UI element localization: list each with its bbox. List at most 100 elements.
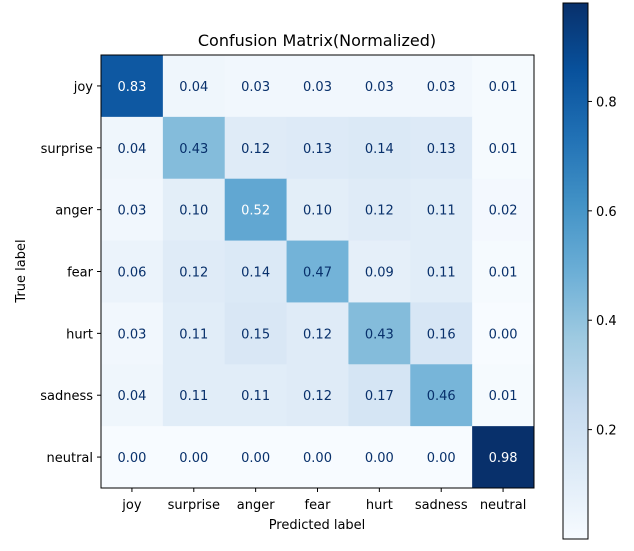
cell-value-label: 0.52 [241,204,270,219]
cell-value-label: 0.15 [241,327,270,342]
heatmap-cell [472,240,535,303]
cell-value-label: 0.00 [117,451,146,466]
x-tick-label: sadness [415,498,468,513]
heatmap-cell [348,178,411,242]
cell-value-label: 0.11 [427,204,456,219]
cell-value-label: 0.04 [117,389,146,404]
y-axis-label: True label [14,239,29,303]
heatmap-cell [410,426,473,489]
heatmap-cell [286,302,349,365]
cell-value-label: 0.06 [117,266,146,281]
y-tick-label: sadness [40,389,93,404]
cell-value-label: 0.00 [179,451,208,466]
y-axis-ticks: joy surprise anger fear hurt sadness neutral [40,80,101,466]
x-tick-label: joy [121,498,142,513]
x-tick-label: hurt [366,498,393,513]
cell-value-label: 0.46 [427,389,456,404]
cell-value-label: 0.03 [117,204,146,219]
cell-value-label: 0.11 [179,327,208,342]
y-tick-label: neutral [47,451,94,466]
heatmap-cell [472,302,535,365]
heatmap-cell [101,55,164,118]
x-tick-label: surprise [168,498,220,513]
cell-value-label: 0.14 [241,266,270,281]
heatmap-cell [286,55,349,118]
y-tick-label: hurt [66,327,93,342]
x-tick-label: neutral [480,498,527,513]
heatmap-cell [162,426,226,489]
heatmap-cell [224,116,288,180]
heatmap-cell [162,55,226,118]
heatmap-cell [224,240,288,303]
cell-value-label: 0.01 [489,389,518,404]
heatmap-cell [286,178,349,242]
y-tick-label: surprise [41,142,93,157]
cell-value-label: 0.14 [365,142,394,157]
cell-value-label: 0.98 [489,451,518,466]
heatmap-cell [224,426,288,489]
heatmap-cell [162,116,226,180]
heatmap-cell [410,240,473,303]
heatmap-cell [101,364,164,427]
cell-value-label: 0.10 [179,204,208,219]
heatmap-cell [224,302,288,365]
heatmap-cell [410,178,473,242]
cell-value-label: 0.03 [427,80,456,95]
cell-value-label: 0.01 [489,266,518,281]
cell-value-label: 0.43 [365,327,394,342]
heatmap-cell [286,364,349,427]
cell-value-label: 0.12 [303,327,332,342]
cell-value-label: 0.16 [427,327,456,342]
heatmap-cell [410,364,473,427]
heatmap-cell [224,178,288,242]
cell-value-label: 0.11 [241,389,270,404]
cell-value-label: 0.01 [489,80,518,95]
heatmap-cell [101,426,164,489]
x-axis-label: Predicted label [269,518,366,533]
colorbar-tick-label: 0.4 [596,314,617,329]
y-tick-label: anger [55,204,93,219]
chart-title: Confusion Matrix(Normalized) [198,31,436,50]
y-tick-label: joy [73,80,94,95]
cell-value-label: 0.03 [303,80,332,95]
heatmap-cell [348,240,411,303]
cell-value-label: 0.12 [179,266,208,281]
colorbar-tick-label: 0.8 [596,95,617,110]
x-tick-label: fear [305,498,332,513]
heatmap-cell [162,364,226,427]
cell-value-label: 0.00 [427,451,456,466]
cell-value-label: 0.09 [365,266,394,281]
cell-value-label: 0.03 [241,80,270,95]
heatmap-cell [348,116,411,180]
heatmap-cell [162,178,226,242]
heatmap-cell [101,116,164,180]
colorbar-tick-label: 0.2 [596,424,617,439]
cell-value-label: 0.03 [365,80,394,95]
cell-value-label: 0.03 [117,327,146,342]
cell-value-label: 0.11 [179,389,208,404]
heatmap-cell [410,55,473,118]
cell-value-label: 0.43 [179,142,208,157]
cell-value-label: 0.13 [303,142,332,157]
heatmap-cell [472,426,535,489]
x-tick-label: anger [237,498,275,513]
heatmap-cell [410,116,473,180]
cell-value-label: 0.13 [427,142,456,157]
heatmap-cell [472,178,535,242]
cell-value-label: 0.04 [179,80,208,95]
cell-value-label: 0.83 [117,80,146,95]
cell-value-label: 0.10 [303,204,332,219]
heatmap-cell [472,116,535,180]
cell-value-label: 0.12 [241,142,270,157]
cell-value-label: 0.00 [365,451,394,466]
heatmap-cell [348,302,411,365]
colorbar-ticks: 0.2 0.4 0.6 0.8 [588,95,617,439]
heatmap-cell [224,364,288,427]
colorbar [562,2,589,540]
heatmap-cell [348,55,411,118]
heatmap-cell [286,116,349,180]
cell-value-label: 0.12 [365,204,394,219]
cell-value-label: 0.11 [427,266,456,281]
cell-value-label: 0.47 [303,266,332,281]
x-axis-ticks: joy surprise anger fear hurt sadness neutral [121,488,526,513]
